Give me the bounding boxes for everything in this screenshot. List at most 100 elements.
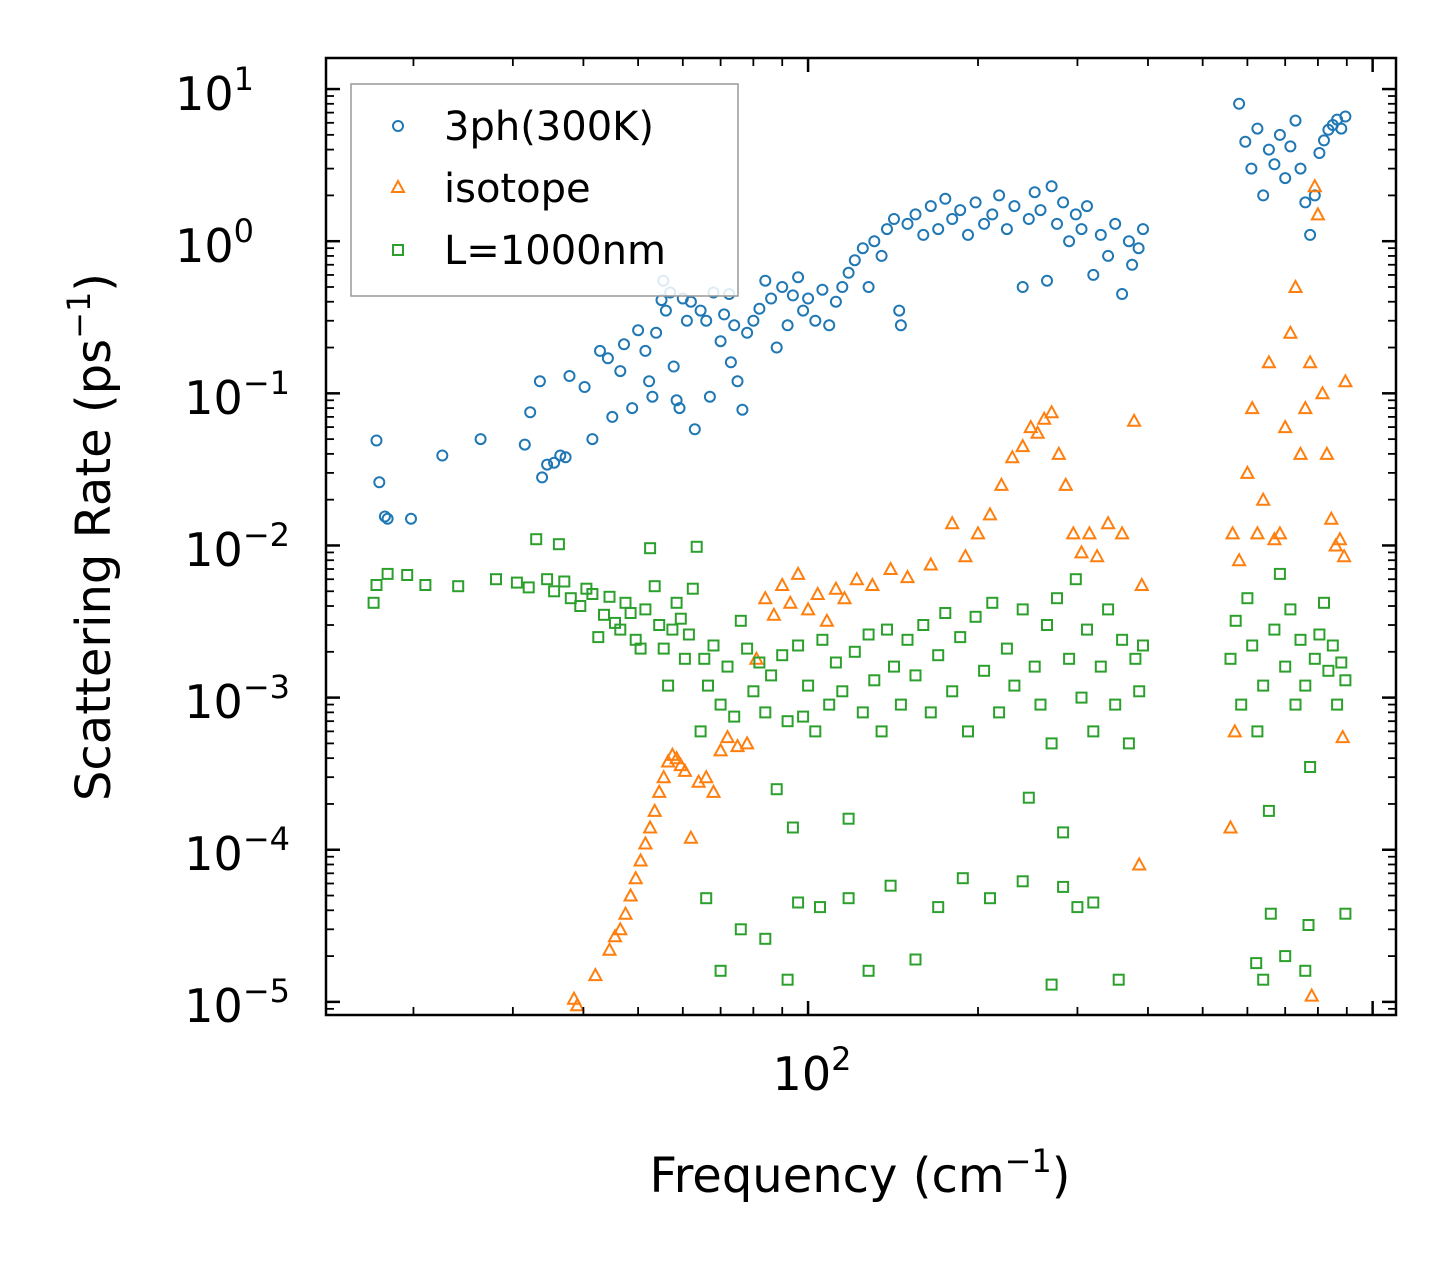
series-2-point [558, 575, 571, 588]
series-2-point [856, 706, 869, 719]
series-2-point [657, 642, 670, 655]
series-1-point [612, 921, 628, 936]
series-2-point [829, 656, 842, 669]
series-2-point [956, 872, 969, 885]
series-2-point [598, 608, 610, 621]
series-2-point [714, 964, 727, 977]
series-2-point [522, 581, 535, 594]
series-0-point [1279, 172, 1292, 185]
series-2-point [802, 679, 815, 692]
series-0-point [1313, 147, 1326, 159]
legend-label-l1000nm: L=1000nm [444, 228, 666, 274]
series-1-point [1323, 510, 1339, 525]
series-2-point [875, 725, 888, 738]
y-tick-label-1e-3: 10−3 [184, 668, 290, 729]
series-2-point [1022, 791, 1035, 804]
series-2-point [1102, 603, 1115, 616]
series-1-point [1131, 856, 1147, 871]
series-2-point [734, 614, 747, 627]
series-2-point [1112, 973, 1125, 986]
series-2-point [836, 685, 849, 698]
series-2-point [909, 669, 922, 682]
series-0-point [1075, 223, 1088, 236]
series-0-point [1294, 162, 1307, 175]
series-0-point [650, 326, 663, 339]
series-2-point [986, 596, 999, 609]
series-0-point [1239, 135, 1252, 148]
series-2-point [510, 576, 523, 589]
series-0-point [1034, 204, 1047, 217]
series-2-point [548, 585, 561, 598]
series-0-point [680, 314, 693, 327]
series-1-point [970, 525, 986, 540]
series-1-point [1004, 449, 1020, 464]
series-0-point [1122, 235, 1135, 248]
series-2-point [868, 674, 881, 687]
series-2-point [619, 596, 632, 609]
series-0-point [1008, 200, 1021, 213]
series-2-point [884, 879, 897, 892]
series-2-point [1264, 907, 1277, 920]
y-tick-label-1e-2: 10−2 [184, 516, 290, 577]
series-2-point [946, 685, 959, 698]
series-0-point [688, 423, 701, 436]
series-0-point [797, 304, 810, 317]
series-2-point [694, 725, 707, 738]
series-2-point [564, 592, 577, 605]
series-0-point [1335, 122, 1348, 135]
series-2-point [816, 633, 829, 646]
series-1-point [957, 548, 974, 563]
series-0-point [993, 189, 1006, 202]
series-0-point [728, 319, 741, 332]
series-2-point [1251, 725, 1264, 738]
series-1-point [1015, 438, 1031, 453]
series-2-point [419, 579, 432, 591]
series-1-point [1307, 178, 1323, 193]
series-2-point [1313, 628, 1326, 641]
series-1-point [1043, 404, 1060, 419]
legend-box [350, 83, 739, 297]
series-2-point [574, 600, 587, 612]
series-2-point [814, 901, 826, 914]
series-0-point [718, 308, 731, 321]
series-1-point [587, 967, 604, 982]
series-1-point [774, 576, 790, 591]
series-0-point [770, 341, 783, 354]
series-1-point [828, 580, 844, 595]
series-1-point [1244, 400, 1260, 415]
series-0-point [776, 281, 789, 293]
series-0-point [643, 375, 656, 388]
series-1-point [1065, 525, 1081, 540]
series-1-point [1249, 525, 1266, 540]
series-2-point [1028, 660, 1041, 673]
tick-marks [326, 58, 1396, 1015]
series-0-point [670, 394, 683, 407]
series-0-point [875, 249, 888, 262]
series-0-point [646, 390, 659, 403]
series-1-point [944, 515, 960, 530]
series-2-point [530, 533, 543, 546]
series-1-point [739, 735, 755, 750]
series-1-point [1277, 419, 1293, 434]
series-0-point [1304, 228, 1317, 241]
series-2-point [690, 540, 703, 553]
series-1-point [836, 590, 853, 605]
series-0-point [1318, 134, 1330, 147]
series-2-point [452, 580, 465, 593]
series-1-point [642, 819, 658, 834]
series-1-point [800, 601, 816, 616]
series-2-point [698, 652, 711, 665]
series-0-point [786, 289, 799, 302]
series-2-point [1057, 826, 1070, 839]
series-2-point [1081, 623, 1093, 636]
legend-label-3ph: 3ph(300K) [444, 104, 654, 150]
series-0-point [594, 344, 606, 357]
data-points [367, 97, 1354, 1012]
series-0-point [978, 217, 991, 230]
series-1-point [1282, 324, 1299, 339]
series-1-point [651, 783, 667, 798]
series-0-point [1063, 235, 1076, 248]
series-0-point [809, 314, 822, 327]
series-2-point [924, 706, 937, 719]
series-2-point [888, 660, 900, 673]
